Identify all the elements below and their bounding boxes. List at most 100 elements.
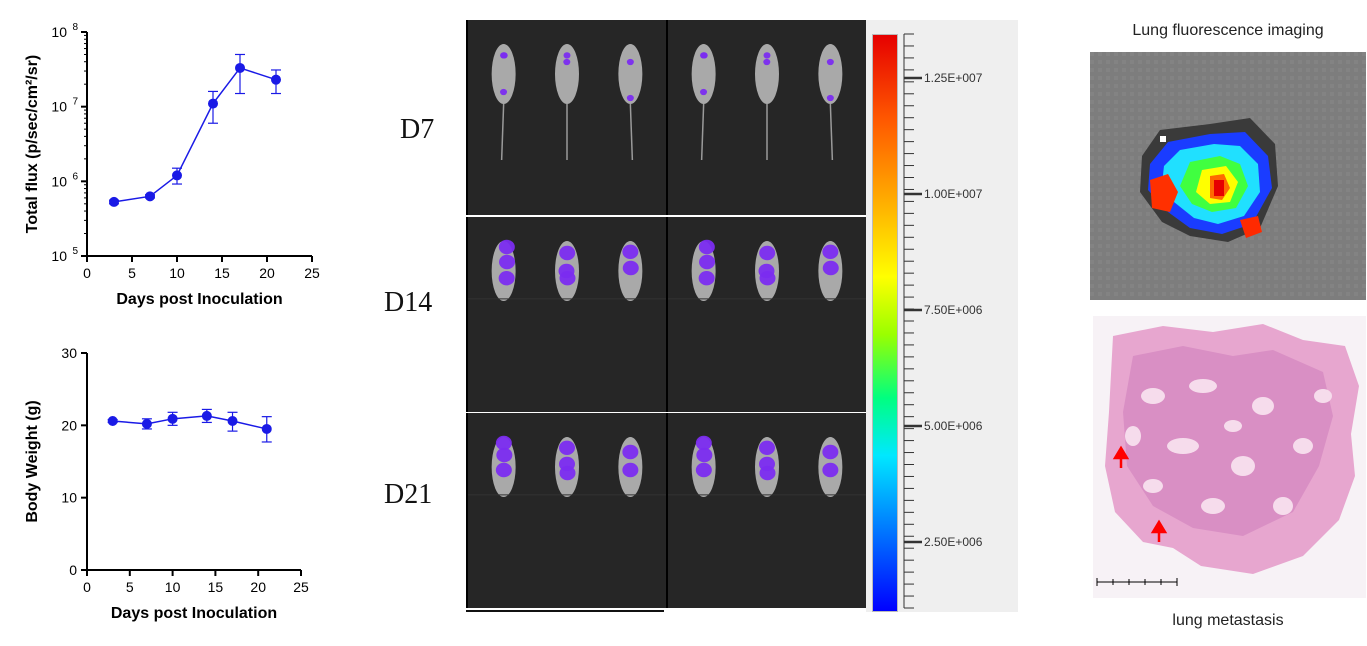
signal-blob xyxy=(822,244,839,259)
colorbar-tick-label: 5.00E+006 xyxy=(924,419,983,433)
signal-blob xyxy=(499,254,516,270)
signal-blob xyxy=(822,444,839,460)
lung-fluorescence-image xyxy=(1090,52,1366,300)
x-tick-label: 20 xyxy=(250,579,266,595)
body-weight-chart: 0 5 10 15 20 25 0 10 20 30 Days post Inoculation Bo… xyxy=(24,345,309,622)
colorbar-tick-label: 1.00E+007 xyxy=(924,187,983,201)
signal-blob xyxy=(759,465,776,481)
signal-blob xyxy=(559,440,575,455)
data-point xyxy=(201,410,212,421)
y-tick-exponent: 8 xyxy=(72,22,78,33)
x-tick-label: 0 xyxy=(83,265,91,281)
data-point xyxy=(271,74,281,85)
y-tick-label: 10 xyxy=(51,248,67,264)
colorbar-ticks: 1.25E+007 1.00E+007 7.50E+006 5.00E+006 2.50… xyxy=(903,33,983,609)
day-label-d7: D7 xyxy=(400,114,435,145)
ivis-panel xyxy=(666,20,866,215)
signal-blob xyxy=(622,462,639,478)
signal-blob xyxy=(563,52,571,59)
signal-blob xyxy=(826,58,834,66)
signal-blob xyxy=(495,435,512,451)
mouse-body xyxy=(618,44,643,104)
signal-blob xyxy=(559,271,576,286)
signal-blob xyxy=(759,245,776,261)
signal-blob xyxy=(500,52,508,59)
x-tick-label: 0 xyxy=(83,579,91,595)
signal-blob xyxy=(626,58,634,66)
histology-caption: lung metastasis xyxy=(1172,612,1284,629)
colorbar-tick-label: 7.50E+006 xyxy=(924,303,983,317)
signal-blob xyxy=(695,462,712,478)
ivis-panel xyxy=(466,413,666,608)
signal-blob xyxy=(698,271,715,286)
x-axis-label: Days post Inoculation xyxy=(111,605,277,622)
ivis-bottom-border xyxy=(466,610,664,612)
ivis-panel xyxy=(466,20,666,215)
y-tick-label: 10 xyxy=(51,99,67,115)
data-point xyxy=(235,62,245,73)
signal-blob xyxy=(622,444,639,460)
colorbar-gradient xyxy=(872,34,898,612)
ivis-panel xyxy=(666,217,866,412)
x-tick-label: 25 xyxy=(304,265,320,281)
signal-blob xyxy=(700,52,708,59)
y-tick-label: 0 xyxy=(69,562,77,578)
signal-blob xyxy=(559,245,576,261)
signal-blob xyxy=(495,462,512,478)
mouse-tail xyxy=(829,103,834,161)
data-point xyxy=(109,196,119,207)
signal-blob xyxy=(559,465,576,481)
signal-blob xyxy=(822,260,839,276)
ivis-panel-image xyxy=(668,435,866,497)
ivis-panel-image xyxy=(468,435,666,497)
day-label-d14: D14 xyxy=(384,287,433,318)
signal-blob xyxy=(496,447,513,463)
mouse-body xyxy=(691,44,716,104)
signal-blob xyxy=(563,58,571,66)
y-tick-exponent: 7 xyxy=(72,97,78,108)
signal-blob xyxy=(700,88,708,96)
x-tick-label: 10 xyxy=(165,579,181,595)
colorbar-tick-label: 1.25E+007 xyxy=(924,71,983,85)
signal-blob xyxy=(498,271,515,286)
signal-blob xyxy=(622,244,639,259)
signal-blob xyxy=(826,94,834,102)
mouse-body xyxy=(491,44,516,104)
signal-blob xyxy=(759,271,776,286)
signal-blob xyxy=(698,239,715,255)
ivis-panel-image xyxy=(491,44,643,161)
signal-blob xyxy=(500,88,508,96)
x-tick-label: 15 xyxy=(208,579,224,595)
lung-histology-image xyxy=(1093,316,1366,598)
data-point xyxy=(208,98,218,109)
ivis-panel-image xyxy=(668,239,866,301)
signal-blob xyxy=(759,440,775,455)
ivis-panel xyxy=(466,217,666,412)
day-label-d21: D21 xyxy=(384,479,433,510)
y-tick-exponent: 6 xyxy=(72,171,78,182)
y-tick-label: 10 xyxy=(61,490,77,506)
mouse-body xyxy=(818,44,843,104)
x-tick-label: 15 xyxy=(214,265,230,281)
data-point xyxy=(107,415,118,426)
signal-blob xyxy=(626,94,634,102)
signal-blob xyxy=(763,52,771,59)
colorbar-tick-label: 2.50E+006 xyxy=(924,535,983,549)
mouse-body xyxy=(755,44,779,104)
signal-blob xyxy=(498,239,515,255)
x-tick-label: 20 xyxy=(259,265,275,281)
signal-blob xyxy=(822,462,839,478)
signal-blob xyxy=(696,447,713,463)
data-point xyxy=(172,170,182,181)
x-tick-label: 25 xyxy=(293,579,309,595)
fluorescence-caption: Lung fluorescence imaging xyxy=(1132,22,1324,39)
ivis-panel-image xyxy=(691,44,843,161)
data-point xyxy=(167,413,178,424)
data-point xyxy=(141,418,152,429)
signal-blob xyxy=(763,58,771,66)
mouse-tail xyxy=(700,103,705,161)
y-tick-label: 10 xyxy=(51,24,67,40)
y-axis-label: Body Weight (g) xyxy=(24,400,41,522)
mouse-tail xyxy=(629,103,634,161)
